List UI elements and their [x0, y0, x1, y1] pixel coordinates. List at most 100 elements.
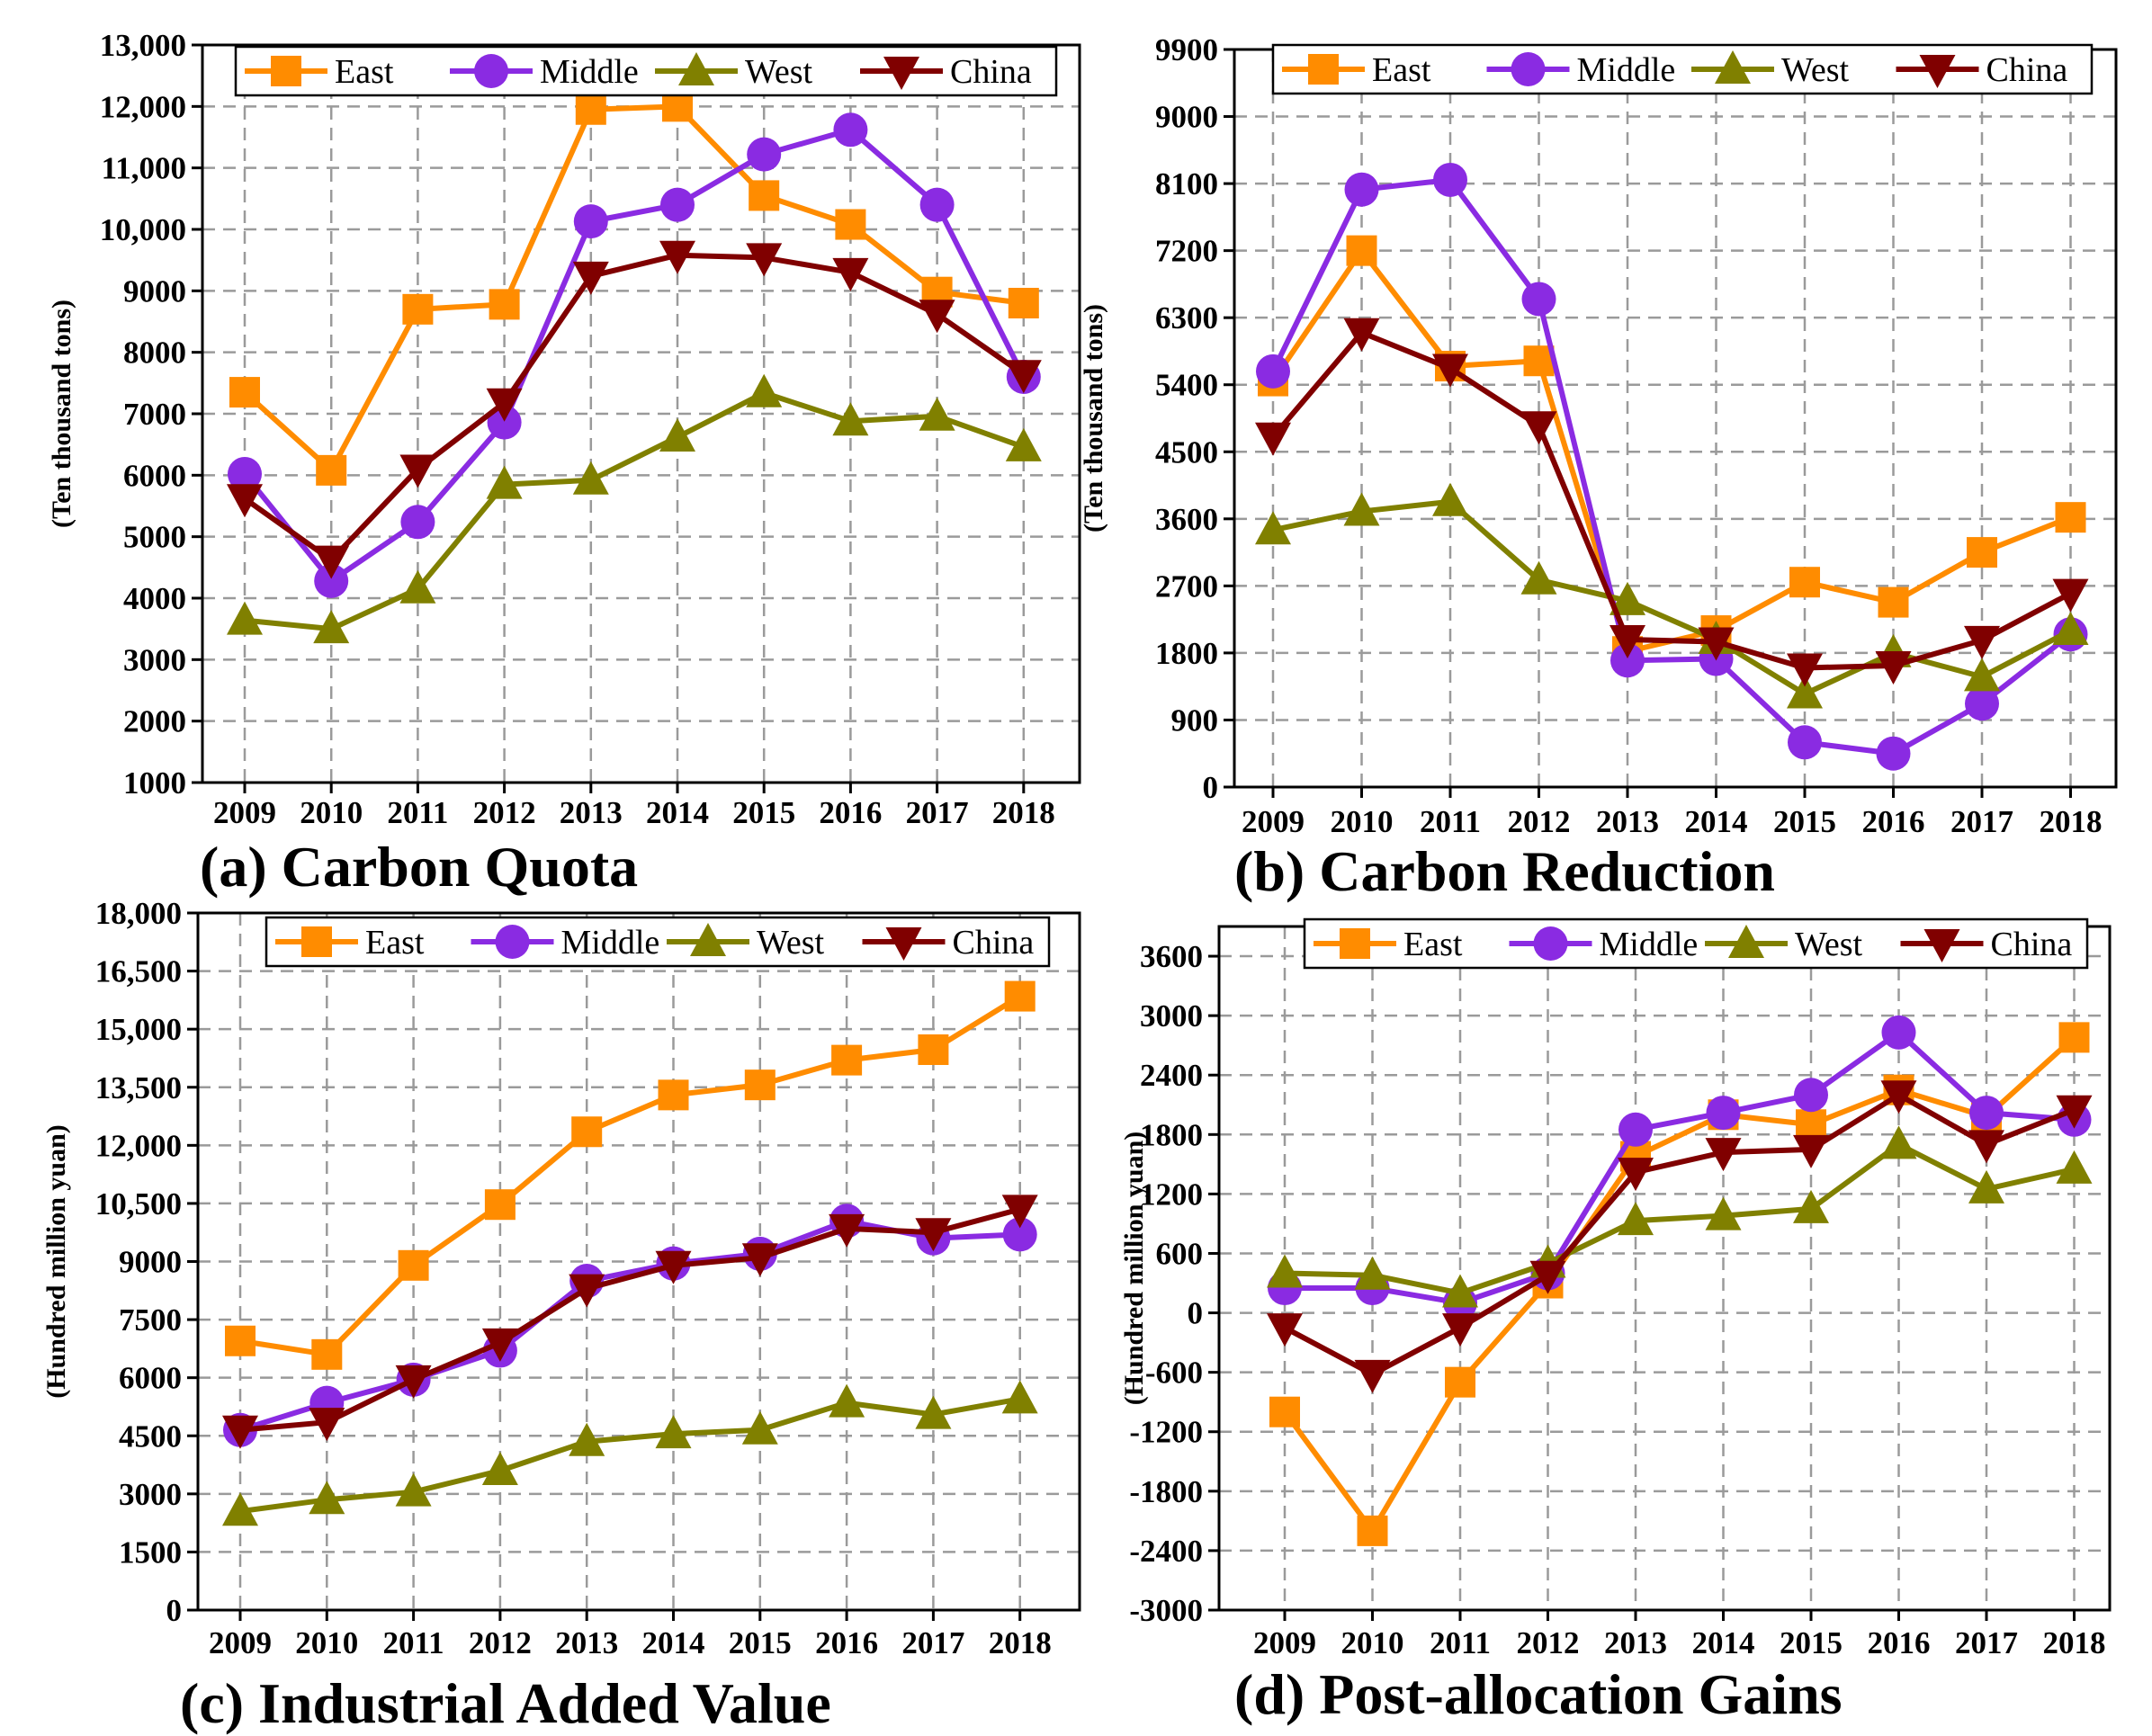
y-tick-label: 1200 — [1140, 1177, 1203, 1212]
y-axis: 1000 2000 3000 4000 5000 6000 7000 8000 9000 10,0… — [100, 28, 202, 801]
data-point-china — [1343, 318, 1380, 352]
grid-lines — [1234, 49, 2116, 787]
x-tick-label: 2009 — [209, 1625, 272, 1660]
x-tick-label: 2010 — [295, 1625, 358, 1660]
chart-panel-c: 0 1500 3000 4500 6000 7500 9000 10,500 12,000 13,… — [41, 896, 1081, 1735]
x-tick-label: 2011 — [387, 795, 448, 830]
grid-lines — [202, 45, 1080, 783]
legend: East Middle West China — [1271, 43, 2094, 95]
data-point-east — [658, 1079, 689, 1111]
x-tick-label: 2012 — [1508, 804, 1571, 839]
chart-panel-b: 0 900 1800 2700 3600 4500 5400 6300 7200 8100 9000… — [1079, 32, 2118, 903]
data-point-west — [1610, 581, 1645, 615]
data-point-middle — [228, 456, 262, 491]
data-point-middle — [1002, 1217, 1037, 1252]
legend-marker-west — [690, 923, 726, 956]
x-tick-label: 2016 — [815, 1625, 878, 1660]
data-point-china — [1432, 353, 1468, 388]
data-point-middle — [1706, 1096, 1741, 1131]
series-middle — [228, 112, 1041, 598]
y-tick-label: 8100 — [1155, 166, 1218, 201]
series-middle — [1256, 162, 2088, 771]
y-tick-label: 3000 — [1140, 998, 1203, 1034]
legend-marker-china — [1919, 55, 1956, 88]
data-point-east — [489, 289, 520, 320]
data-point-west — [1267, 1254, 1303, 1288]
data-point-east — [1878, 586, 1909, 618]
x-tick-label: 2014 — [1685, 804, 1748, 839]
y-axis-label: (Hundred million yuan) — [41, 1124, 71, 1399]
data-point-west — [2052, 612, 2089, 646]
legend-marker-west — [1715, 50, 1751, 84]
data-point-west — [1618, 1202, 1654, 1236]
y-tick-label: 13,000 — [100, 28, 186, 63]
data-point-middle — [1788, 725, 1822, 760]
data-point-east — [575, 94, 606, 125]
x-tick-label: 2014 — [1692, 1625, 1755, 1660]
y-tick-label: -2400 — [1129, 1534, 1203, 1569]
legend-label-west: West — [757, 924, 824, 962]
data-point-china — [1618, 1158, 1654, 1192]
series-middle — [1268, 1015, 2092, 1320]
series-line-china — [243, 252, 1026, 563]
x-tick-label: 2017 — [901, 1625, 964, 1660]
y-tick-label: 7500 — [119, 1302, 182, 1338]
y-tick-label: 4500 — [1155, 434, 1218, 470]
series-west — [1255, 482, 2089, 709]
legend-label-west: West — [745, 53, 812, 91]
data-point-west — [1793, 1189, 1829, 1223]
x-tick-label: 2013 — [560, 795, 623, 830]
x-tick-label: 2009 — [1253, 1625, 1316, 1660]
x-tick-label: 2014 — [646, 795, 709, 830]
data-point-west — [222, 1492, 258, 1526]
y-tick-label: 0 — [1188, 1296, 1204, 1331]
data-point-east — [831, 1044, 863, 1076]
data-point-west — [395, 1472, 432, 1507]
y-tick-label: 3600 — [1140, 939, 1203, 974]
data-point-west — [659, 417, 695, 452]
chart-title: (c) Industrial Added Value — [180, 1671, 831, 1735]
chart-title: (d) Post-allocation Gains — [1234, 1662, 1843, 1726]
data-point-east — [1357, 1515, 1388, 1546]
data-point-east — [1796, 1109, 1826, 1141]
legend-marker-east — [1340, 928, 1370, 959]
data-point-china — [746, 243, 783, 277]
x-tick-label: 2016 — [1862, 804, 1925, 839]
y-tick-label: -600 — [1145, 1356, 1203, 1391]
data-point-east — [225, 1325, 256, 1356]
y-tick-label: 15,000 — [95, 1012, 182, 1047]
y-axis: -3000 -2400 -1800 -1200 -600 0 600 1200 1800 2400… — [1129, 939, 1219, 1628]
data-point-china — [2052, 578, 2089, 613]
x-tick-label: 2018 — [989, 1625, 1052, 1660]
data-point-west — [1880, 1125, 1917, 1159]
legend: East Middle West China — [265, 916, 1051, 968]
y-tick-label: 3600 — [1155, 502, 1218, 537]
series-china — [1267, 1080, 2093, 1393]
x-tick-label: 2014 — [642, 1625, 705, 1660]
data-point-west — [481, 1452, 518, 1485]
data-point-west — [1255, 511, 1291, 545]
x-tick-label: 2011 — [1420, 804, 1481, 839]
data-point-east — [835, 209, 866, 240]
x-tick-label: 2015 — [732, 795, 795, 830]
y-tick-label: 10,500 — [95, 1186, 182, 1221]
data-point-west — [227, 601, 263, 635]
series-china — [222, 1195, 1038, 1449]
data-point-east — [484, 1189, 516, 1221]
data-point-west — [741, 1410, 778, 1445]
data-point-china — [309, 1408, 345, 1442]
y-tick-label: 1000 — [123, 765, 186, 801]
data-point-west — [746, 373, 783, 407]
series-east — [229, 91, 1039, 486]
legend-marker-middle — [1511, 52, 1546, 86]
legend-marker-east — [301, 926, 332, 957]
y-tick-label: 1500 — [119, 1535, 182, 1570]
data-point-west — [832, 402, 869, 436]
x-tick-label: 2013 — [1596, 804, 1659, 839]
data-point-middle — [400, 505, 435, 540]
legend-box — [234, 45, 1058, 97]
series-east — [1269, 1022, 2090, 1546]
data-point-middle — [919, 187, 955, 222]
series-west — [1267, 1125, 2093, 1308]
y-tick-label: 7200 — [1155, 234, 1218, 269]
